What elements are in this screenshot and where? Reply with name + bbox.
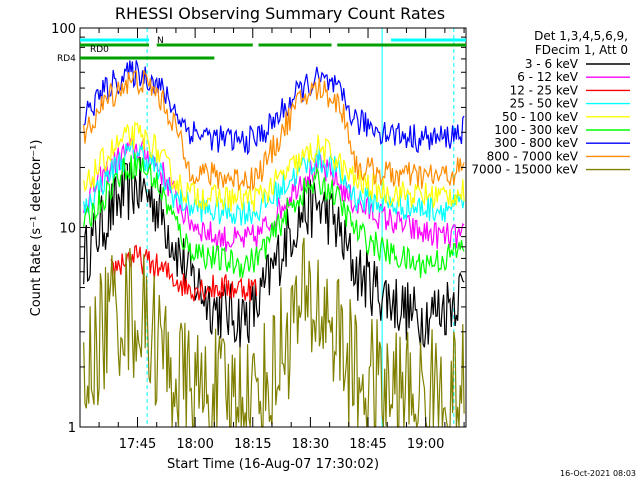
y-tick-label: 1: [68, 421, 76, 436]
legend-header-line-2: FDecim 1, Att 0: [535, 43, 628, 57]
legend-label-2: 12 - 25 keV: [510, 83, 579, 97]
series-line-8: [83, 237, 465, 428]
series-line-2: [110, 244, 258, 302]
x-axis-label: Start Time (16-Aug-07 17:30:02): [167, 457, 379, 472]
series-line-6: [83, 60, 465, 156]
series-line-5: [83, 152, 465, 279]
y-tick-label: 10: [59, 222, 76, 237]
x-tick-label: 18:00: [176, 437, 213, 452]
y-axis: 1 10 100: [51, 22, 466, 436]
flag-label-n: N: [157, 36, 164, 46]
legend-label-3: 25 - 50 keV: [510, 97, 579, 111]
chart-title: RHESSI Observing Summary Count Rates: [115, 4, 445, 23]
legend-label-6: 300 - 800 keV: [494, 136, 578, 150]
footer-timestamp: 16-Oct-2021 08:03: [560, 469, 636, 478]
legend-label-8: 7000 - 15000 keV: [471, 163, 578, 177]
legend-header-line-1: Det 1,3,4,5,6,9,: [534, 29, 628, 43]
x-tick-label: 18:45: [349, 437, 386, 452]
series-line-7: [83, 69, 465, 192]
x-tick-label: 18:30: [292, 437, 329, 452]
legend-label-5: 100 - 300 keV: [494, 123, 578, 137]
flag-label-rd4: RD4: [57, 54, 76, 64]
plot-area: [79, 28, 465, 428]
legend-label-1: 6 - 12 keV: [517, 70, 579, 84]
y-axis-label: Count Rate (s⁻¹ detector⁻¹): [29, 140, 44, 317]
legend: Det 1,3,4,5,6,9, FDecim 1, Att 0 3 - 6 k…: [471, 29, 630, 177]
x-tick-label: 18:15: [234, 437, 271, 452]
legend-label-4: 50 - 100 keV: [502, 110, 579, 124]
legend-label-7: 800 - 7000 keV: [487, 149, 579, 163]
flag-label-rd0: RD0: [90, 45, 109, 55]
x-tick-label: 19:00: [407, 437, 444, 452]
flag-bars: N RD0 RD4: [57, 36, 466, 64]
series-line-4: [83, 121, 465, 212]
series-line-0: [83, 156, 465, 348]
series-line-3: [83, 140, 465, 226]
x-tick-label: 17:45: [119, 437, 156, 452]
y-tick-label: 100: [51, 22, 76, 37]
legend-label-0: 3 - 6 keV: [525, 57, 579, 71]
x-axis: 17:45 18:00 18:15 18:30 18:45 19:00: [98, 28, 465, 452]
